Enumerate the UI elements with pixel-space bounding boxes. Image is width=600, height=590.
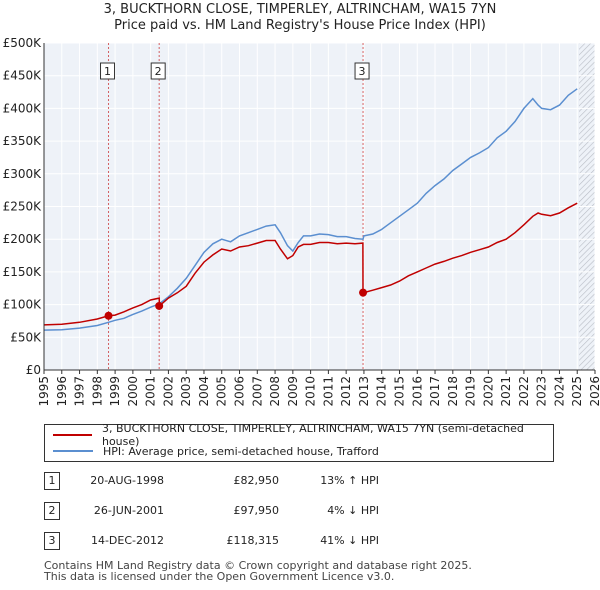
x-tick-label: 2018 bbox=[446, 376, 460, 407]
sale-price: £82,950 bbox=[233, 474, 280, 487]
x-tick-label: 2020 bbox=[481, 376, 495, 407]
legend-label-property: 3, BUCKTHORN CLOSE, TIMPERLEY, ALTRINCHA… bbox=[101, 422, 524, 448]
sale-point bbox=[104, 311, 113, 320]
footer-licence: This data is licensed under the Open Gov… bbox=[44, 570, 395, 583]
sale-marker-box bbox=[150, 62, 166, 80]
x-tick-label: 2012 bbox=[339, 376, 353, 407]
x-tick-label: 2022 bbox=[517, 376, 531, 407]
y-tick-label: £500K bbox=[3, 36, 43, 50]
legend-swatch-hpi bbox=[53, 450, 93, 452]
price-chart: £0 £50K £100K £150K £200K £250K £300K £350K £400… bbox=[3, 36, 600, 407]
x-tick-label: 2006 bbox=[233, 376, 247, 407]
sale-hpi-diff: 4% ↓ HPI bbox=[327, 504, 379, 517]
x-tick-label: 2021 bbox=[499, 376, 513, 407]
sale-marker-box bbox=[100, 62, 116, 80]
x-tick-label: 1996 bbox=[55, 376, 69, 407]
x-tick-label: 2010 bbox=[304, 376, 318, 407]
y-tick-label: £50K bbox=[10, 330, 42, 344]
x-tick-label: 2009 bbox=[286, 376, 300, 407]
x-tick-label: 2004 bbox=[197, 376, 211, 407]
sale-point bbox=[155, 301, 164, 310]
sale-marker-badge: 3 bbox=[44, 532, 60, 550]
x-tick-label: 2015 bbox=[392, 376, 406, 407]
sale-row: 2 26-JUN-2001 £97,950 4% ↓ HPI bbox=[44, 502, 444, 520]
sale-date: 14-DEC-2012 bbox=[90, 534, 164, 547]
chart-legend: 3, BUCKTHORN CLOSE, TIMPERLEY, ALTRINCHA… bbox=[44, 422, 554, 462]
x-tick-label: 2003 bbox=[179, 376, 193, 407]
x-tick-label: 2026 bbox=[588, 376, 600, 407]
y-tick-label: £200K bbox=[3, 232, 43, 246]
sale-marker-label: 3 bbox=[359, 65, 366, 78]
x-tick-label: 2007 bbox=[250, 376, 264, 407]
y-tick-label: £0 bbox=[26, 363, 41, 377]
sale-marker-label: 1 bbox=[104, 65, 111, 78]
x-tick-label: 2005 bbox=[215, 376, 229, 407]
y-tick-label: £450K bbox=[3, 69, 43, 83]
sale-row: 1 20-AUG-1998 £82,950 13% ↑ HPI bbox=[44, 472, 444, 490]
x-tick-label: 2000 bbox=[126, 376, 140, 407]
x-tick-label: 1999 bbox=[108, 376, 122, 407]
x-tick-label: 2019 bbox=[464, 376, 478, 407]
footer-copyright: Contains HM Land Registry data © Crown c… bbox=[44, 559, 472, 572]
property-series-line bbox=[43, 202, 578, 326]
x-tick-label: 2011 bbox=[321, 376, 335, 407]
x-tick-label: 2017 bbox=[428, 376, 442, 407]
sale-price: £118,315 bbox=[226, 534, 280, 547]
x-tick-label: 1998 bbox=[90, 376, 104, 407]
sale-marker-badge: 2 bbox=[44, 502, 60, 520]
legend-entry-property: 3, BUCKTHORN CLOSE, TIMPERLEY, ALTRINCHA… bbox=[53, 422, 553, 448]
x-tick-label: 2016 bbox=[410, 376, 424, 407]
chart-title-line2: Price paid vs. HM Land Registry's House … bbox=[114, 18, 486, 33]
x-tick-label: 1997 bbox=[73, 376, 87, 407]
sale-hpi-diff: 41% ↓ HPI bbox=[320, 534, 379, 547]
x-tick-label: 1995 bbox=[37, 376, 51, 407]
footer-attribution: Contains HM Land Registry data © Crown c… bbox=[44, 560, 472, 582]
sale-date: 20-AUG-1998 bbox=[90, 474, 164, 487]
y-tick-label: £250K bbox=[3, 200, 43, 214]
sale-point bbox=[359, 288, 368, 297]
y-tick-label: £150K bbox=[3, 265, 43, 279]
sale-marker-label: 2 bbox=[155, 65, 162, 78]
x-tick-label: 2014 bbox=[375, 376, 389, 407]
x-tick-label: 2001 bbox=[144, 376, 158, 407]
x-tick-label: 2002 bbox=[161, 376, 175, 407]
x-tick-label: 2023 bbox=[535, 376, 549, 407]
y-tick-label: £400K bbox=[3, 101, 43, 115]
legend-entry-hpi: HPI: Average price, semi-detached house,… bbox=[53, 444, 379, 458]
sale-date: 26-JUN-2001 bbox=[93, 504, 164, 517]
x-tick-label: 2024 bbox=[552, 376, 566, 407]
sale-marker-badge: 1 bbox=[44, 472, 60, 490]
legend-label-hpi: HPI: Average price, semi-detached house,… bbox=[103, 444, 379, 458]
y-tick-label: £100K bbox=[3, 298, 43, 312]
x-tick-label: 2025 bbox=[570, 376, 584, 407]
sale-price: £97,950 bbox=[233, 504, 280, 517]
y-tick-label: £300K bbox=[3, 167, 43, 181]
sale-hpi-diff: 13% ↑ HPI bbox=[320, 474, 379, 487]
chart-title-line1: 3, BUCKTHORN CLOSE, TIMPERLEY, ALTRINCHA… bbox=[103, 2, 497, 17]
legend-swatch-property bbox=[53, 434, 92, 436]
y-tick-label: £350K bbox=[3, 134, 43, 148]
x-tick-label: 2013 bbox=[357, 376, 371, 407]
x-tick-label: 2008 bbox=[268, 376, 282, 407]
sale-marker-box bbox=[354, 62, 370, 80]
sale-row: 3 14-DEC-2012 £118,315 41% ↓ HPI bbox=[44, 532, 444, 550]
